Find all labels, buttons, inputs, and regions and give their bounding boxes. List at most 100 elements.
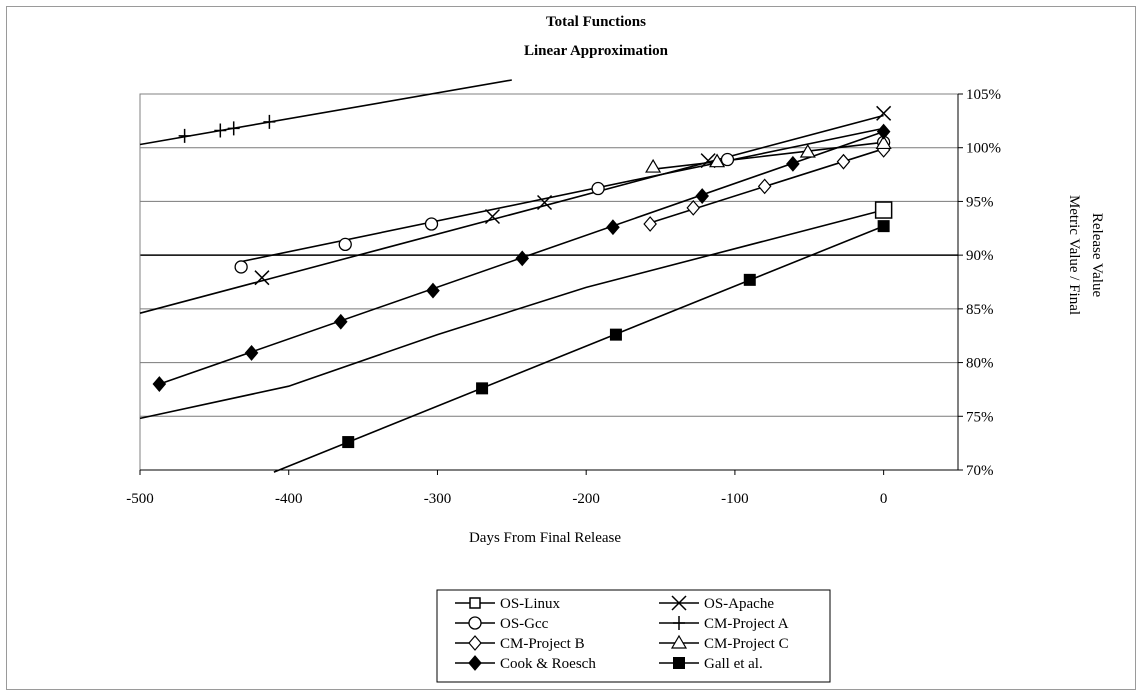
marker-shape: [468, 635, 482, 651]
chart-frame: [6, 6, 1136, 690]
data-point-os-apache: [876, 105, 892, 121]
legend-label: CM-Project C: [704, 636, 789, 652]
data-point-cm-project-c: [799, 143, 816, 158]
marker-shape: [244, 344, 259, 361]
marker-shape: [874, 201, 893, 219]
marker-shape: [709, 153, 726, 168]
trend-line-cm-project-a: [139, 79, 512, 146]
y-tick-label: 75%: [966, 409, 994, 425]
y-tick-label: 90%: [966, 248, 994, 264]
y-tick-labels: 70% 75% 80% 85% 90% 95% 100% 105%: [966, 87, 1001, 479]
marker-shape: [836, 153, 851, 170]
marker-shape: [234, 260, 248, 274]
data-point-cook-roesch: [515, 250, 530, 267]
marker-shape: [214, 123, 227, 138]
legend-label: OS-Gcc: [500, 616, 549, 632]
legend-marker: [468, 655, 482, 671]
data-point-os-gcc: [424, 217, 439, 231]
marker-shape: [643, 216, 657, 232]
marker-shape: [424, 217, 439, 231]
marker-shape: [476, 382, 489, 395]
data-point-cm-project-c: [645, 158, 662, 173]
data-point-cook-roesch: [244, 344, 259, 361]
legend-marker: [469, 597, 481, 609]
data-point-cm-project-c: [875, 135, 892, 150]
y-axis-label: Metric Value / Final Release Value: [1066, 195, 1105, 315]
legend-item-gall-et-al: Gall et al.: [659, 656, 763, 672]
legend-marker: [673, 616, 685, 630]
marker-shape: [670, 634, 688, 649]
marker-shape: [799, 143, 816, 158]
legend-label: OS-Linux: [500, 596, 561, 612]
legend-item-os-gcc: OS-Gcc: [455, 616, 549, 632]
marker-shape: [743, 273, 756, 286]
data-point-cm-project-a: [214, 123, 227, 138]
data-point-gall-et-al: [476, 382, 489, 395]
data-point-os-apache: [484, 208, 501, 224]
x-tick-labels: -500 -400 -300 -200 -100 0: [126, 491, 887, 507]
marker-shape: [875, 135, 892, 150]
data-point-cook-roesch: [786, 155, 800, 172]
marker-shape: [876, 105, 892, 121]
marker-shape: [338, 237, 352, 252]
marker-shape: [227, 121, 240, 136]
y-tick-label: 80%: [966, 356, 994, 372]
grid-lines: [140, 93, 958, 417]
y-tick-label: 105%: [966, 87, 1001, 103]
legend-marker: [673, 657, 685, 669]
legend-item-cook-roesch: Cook & Roesch: [455, 655, 596, 672]
data-point-os-apache: [537, 194, 553, 211]
legend-marker: [468, 616, 482, 630]
legend-item-cm-project-c: CM-Project C: [659, 634, 789, 652]
chart-subtitle: Linear Approximation: [524, 43, 669, 59]
marker-shape: [876, 123, 891, 140]
legend-marker: [468, 635, 482, 651]
data-point-os-linux: [874, 201, 893, 219]
y-tick-label: 85%: [966, 302, 994, 318]
data-point-cm-project-c: [709, 153, 726, 168]
y-tick-label: 70%: [966, 463, 994, 479]
data-point-cm-project-a: [178, 128, 191, 143]
marker-shape: [645, 158, 662, 173]
legend-item-os-apache: OS-Apache: [659, 595, 774, 612]
data-point-os-gcc: [234, 260, 248, 274]
marker-shape: [786, 155, 800, 172]
trend-line-os-apache: [139, 114, 884, 314]
x-axis-label: Days From Final Release: [469, 530, 621, 546]
x-tick-label: -300: [424, 491, 452, 507]
marker-shape: [468, 655, 482, 671]
chart-title: Total Functions: [546, 14, 646, 30]
x-tick-label: -100: [721, 491, 749, 507]
trend-line-gall-et-al: [273, 225, 884, 473]
marker-shape: [515, 250, 530, 267]
x-tick-label: 0: [880, 491, 888, 507]
data-point-os-gcc: [338, 237, 352, 252]
legend-label: OS-Apache: [704, 596, 774, 612]
legend-label: Cook & Roesch: [500, 656, 596, 672]
marker-shape: [342, 436, 355, 449]
marker-shape: [152, 376, 167, 392]
data-point-cook-roesch: [333, 313, 348, 330]
data-point-cook-roesch: [426, 282, 440, 299]
marker-shape: [254, 270, 270, 286]
data-point-os-apache: [254, 270, 270, 286]
marker-shape: [263, 114, 276, 129]
data-point-cook-roesch: [606, 219, 620, 236]
y-axis-label-line-2: Release Value: [1089, 213, 1105, 298]
legend-label: CM-Project B: [500, 636, 585, 652]
data-point-cm-project-a: [227, 121, 240, 136]
y-axis-label-line-1: Metric Value / Final: [1066, 195, 1082, 315]
data-point-cook-roesch: [876, 123, 891, 140]
data-point-cm-project-a: [263, 114, 276, 129]
legend-box: [436, 589, 831, 683]
marker-shape: [695, 188, 709, 204]
marker-shape: [757, 178, 772, 195]
trend-line-os-gcc: [240, 127, 884, 263]
trend-line-cm-project-c: [653, 141, 884, 170]
marker-shape: [178, 128, 191, 143]
data-point-cm-project-b: [757, 178, 772, 195]
legend-item-cm-project-a: CM-Project A: [659, 616, 789, 632]
marker-shape: [877, 220, 890, 233]
marker-shape: [671, 595, 687, 611]
